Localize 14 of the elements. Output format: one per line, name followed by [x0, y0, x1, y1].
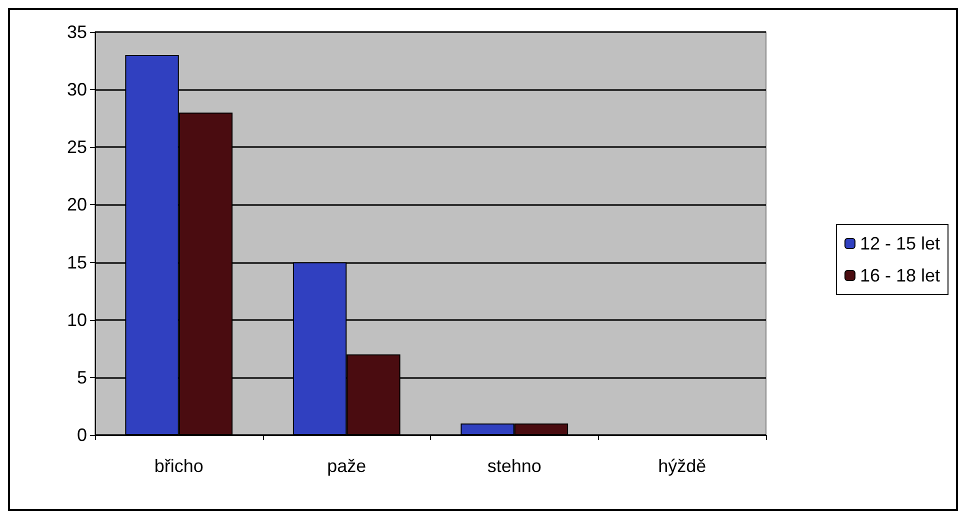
x-tick-label: břicho	[154, 456, 204, 476]
y-tick-label: 15	[66, 252, 87, 272]
y-tick-label: 10	[66, 310, 87, 330]
legend-label: 12 - 15 let	[860, 234, 940, 254]
legend-label: 16 - 18 let	[860, 266, 940, 286]
x-tick-label: paže	[327, 456, 366, 476]
y-tick-label: 30	[66, 80, 87, 100]
y-tick-label: 25	[66, 137, 87, 158]
x-tick-label: stehno	[487, 456, 542, 476]
y-tick-label: 35	[66, 22, 87, 42]
x-tick-label: hýždě	[658, 456, 706, 476]
y-tick-label: 5	[76, 367, 87, 388]
y-tick-label: 0	[76, 425, 87, 445]
y-tick-label: 20	[66, 194, 87, 215]
